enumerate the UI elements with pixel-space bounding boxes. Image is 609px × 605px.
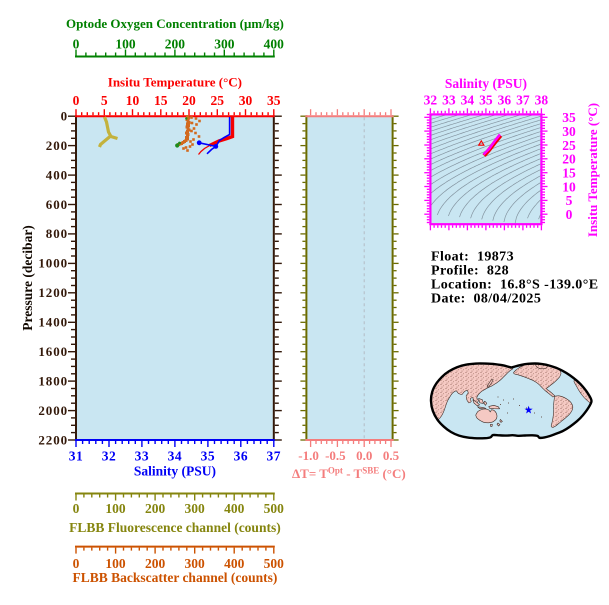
svg-text:Pressure (decibar): Pressure (decibar) [20,225,35,331]
svg-text:1000: 1000 [38,256,68,271]
svg-text:1400: 1400 [38,315,68,330]
svg-text:500: 500 [264,501,285,516]
svg-text:36: 36 [234,449,249,464]
svg-text:35: 35 [267,93,281,108]
svg-text:FLBB Fluorescence channel (cou: FLBB Fluorescence channel (counts) [69,520,281,535]
svg-text:31: 31 [69,449,84,464]
svg-text:2000: 2000 [38,403,68,418]
svg-text:200: 200 [165,36,186,51]
svg-text:15: 15 [154,93,168,108]
svg-text:100: 100 [105,556,126,571]
svg-text:Salinity (PSU): Salinity (PSU) [445,76,527,91]
svg-text:34: 34 [168,449,183,464]
svg-text:35: 35 [562,110,576,125]
svg-text:400: 400 [264,36,285,51]
svg-text:200: 200 [46,138,68,153]
svg-text:Date: 08/04/2025: Date: 08/04/2025 [431,292,541,307]
svg-text:200: 200 [145,501,166,516]
svg-text:35: 35 [201,449,216,464]
svg-text:2200: 2200 [38,432,68,447]
svg-text:25: 25 [562,138,576,153]
svg-text:FLBB Backscatter channel (coun: FLBB Backscatter channel (counts) [72,570,277,585]
svg-text:33: 33 [135,449,150,464]
svg-text:400: 400 [46,167,68,182]
svg-text:400: 400 [224,556,245,571]
svg-text:400: 400 [224,501,245,516]
svg-text:Insitu Temperature (°C): Insitu Temperature (°C) [108,75,242,90]
svg-text:34: 34 [461,92,475,107]
svg-text:1600: 1600 [38,344,68,359]
svg-text:1200: 1200 [38,285,68,300]
svg-text:33: 33 [442,92,456,107]
svg-text:100: 100 [115,36,136,51]
svg-text:Float: 19873: Float: 19873 [431,250,514,265]
svg-text:500: 500 [264,556,285,571]
svg-text:32: 32 [102,449,117,464]
svg-text:36: 36 [498,92,512,107]
svg-text:100: 100 [105,501,126,516]
svg-text:0: 0 [73,93,80,108]
svg-text:37: 37 [267,449,282,464]
svg-text:20: 20 [562,152,576,167]
svg-text:200: 200 [145,556,166,571]
svg-text:ΔT= TOpt - TSBE (°C): ΔT= TOpt - TSBE (°C) [292,466,406,482]
svg-text:300: 300 [185,556,206,571]
svg-text:35: 35 [479,92,493,107]
svg-text:0: 0 [73,556,80,571]
svg-text:-1.0: -1.0 [298,448,319,463]
svg-text:5: 5 [566,193,573,208]
svg-text:0.0: 0.0 [356,448,372,463]
svg-text:Profile: 828: Profile: 828 [431,264,509,279]
svg-text:37: 37 [516,92,530,107]
svg-text:300: 300 [185,501,206,516]
svg-text:300: 300 [214,36,235,51]
svg-text:Salinity (PSU): Salinity (PSU) [134,464,216,479]
svg-text:15: 15 [562,165,576,180]
svg-text:Insitu Temperature (°C): Insitu Temperature (°C) [585,103,600,237]
svg-text:0: 0 [73,36,80,51]
svg-text:30: 30 [239,93,253,108]
svg-text:10: 10 [126,93,140,108]
svg-text:20: 20 [182,93,196,108]
svg-text:0: 0 [73,501,80,516]
svg-text:10: 10 [562,179,576,194]
svg-text:25: 25 [211,93,225,108]
svg-text:0: 0 [61,109,68,124]
svg-text:0: 0 [566,207,573,222]
svg-text:0.5: 0.5 [383,448,400,463]
svg-text:1800: 1800 [38,373,68,388]
svg-text:600: 600 [46,197,68,212]
svg-text:38: 38 [535,92,549,107]
svg-text:32: 32 [424,92,438,107]
svg-text:-0.5: -0.5 [325,448,346,463]
svg-text:800: 800 [46,226,68,241]
svg-text:Optode Oxygen Concentration (μ: Optode Oxygen Concentration (μm/kg) [66,16,284,31]
svg-text:Location: 16.8°S -139.0°E: Location: 16.8°S -139.0°E [431,278,598,293]
svg-text:5: 5 [101,93,108,108]
svg-text:30: 30 [562,124,576,139]
